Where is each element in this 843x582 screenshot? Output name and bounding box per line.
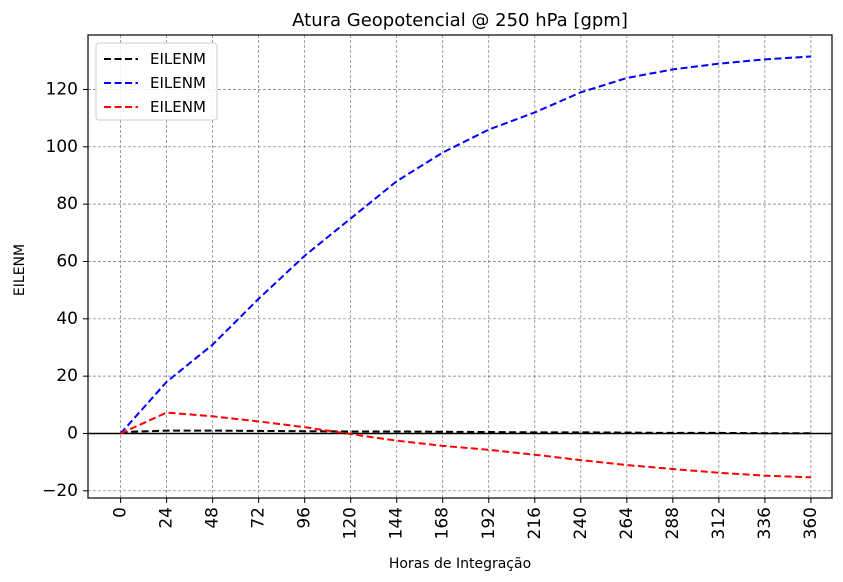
data-point: [304, 430, 306, 432]
data-point: [350, 433, 352, 435]
legend-label: EILENM: [150, 74, 206, 92]
y-tick-label: 20: [56, 366, 78, 386]
y-tick-label: 120: [46, 79, 78, 99]
data-point: [672, 68, 674, 70]
data-point: [488, 431, 490, 433]
data-point: [304, 426, 306, 428]
legend-label: EILENM: [150, 98, 206, 116]
series-layer: [119, 55, 812, 479]
x-tick-label: 360: [801, 507, 821, 539]
y-tick-label: 60: [56, 251, 78, 271]
x-tick-label: 240: [571, 507, 591, 539]
x-tick-label: 216: [525, 507, 545, 539]
data-point: [212, 344, 214, 346]
data-point: [212, 415, 214, 417]
x-tick-label: 168: [433, 507, 453, 539]
data-point: [396, 430, 398, 432]
data-point: [442, 431, 444, 433]
y-tick-label: 40: [56, 309, 78, 329]
y-tick-label: 0: [67, 423, 78, 443]
data-point: [304, 255, 306, 257]
data-point: [350, 217, 352, 219]
legend: EILENM EILENM EILENM: [95, 42, 218, 121]
data-point: [396, 440, 398, 442]
data-point: [258, 420, 260, 422]
x-tick-label: 0: [111, 507, 131, 518]
x-tick-label: 24: [157, 507, 177, 529]
x-tick-label: 336: [755, 507, 775, 539]
x-tick-label: 264: [617, 507, 637, 539]
legend-label: EILENM: [150, 50, 206, 68]
data-point: [764, 58, 766, 60]
data-point: [120, 432, 122, 434]
x-tick-label: 72: [249, 507, 269, 529]
x-tick-label: 120: [341, 507, 361, 539]
series-line-2: [120, 411, 811, 479]
y-tick-label: 80: [56, 194, 78, 214]
y-tick-label: −20: [42, 481, 78, 501]
y-tick-label: 100: [46, 137, 78, 157]
data-point: [258, 430, 260, 432]
data-point: [718, 432, 720, 434]
y-axis-label: EILENM: [12, 244, 28, 296]
data-point: [166, 430, 168, 432]
data-point: [580, 91, 582, 93]
x-tick-label: 288: [663, 507, 683, 539]
data-point: [580, 459, 582, 461]
data-point: [764, 475, 766, 477]
data-point: [534, 454, 536, 456]
data-point: [718, 472, 720, 474]
data-point: [626, 77, 628, 79]
x-tick-label: 144: [387, 507, 407, 539]
data-point: [442, 445, 444, 447]
data-point: [442, 152, 444, 154]
data-point: [810, 476, 812, 478]
series-line-1: [119, 55, 811, 435]
data-point: [810, 432, 812, 434]
data-point: [626, 464, 628, 466]
data-point: [764, 432, 766, 434]
chart-title: Atura Geopotencial @ 250 hPa [gpm]: [292, 10, 628, 31]
data-point: [718, 63, 720, 65]
data-point: [488, 449, 490, 451]
data-point: [626, 432, 628, 434]
data-point: [534, 431, 536, 433]
data-point: [350, 430, 352, 432]
legend-box: [95, 42, 218, 121]
data-point: [166, 412, 168, 414]
data-point: [396, 180, 398, 182]
x-tick-label: 96: [295, 507, 315, 529]
data-point: [810, 56, 812, 58]
x-tick-label: 192: [479, 507, 499, 539]
data-point: [580, 431, 582, 433]
tick-layer: 0 24 48 72 96 120 144 168 192 216 240 264 288 312 336 3…: [42, 79, 821, 539]
x-axis-label: Horas de Integração: [389, 556, 531, 572]
data-point: [212, 430, 214, 432]
data-point: [534, 111, 536, 113]
x-tick-label: 312: [709, 507, 729, 539]
x-tick-label: 48: [203, 507, 223, 529]
data-point: [258, 298, 260, 300]
data-point: [166, 381, 168, 383]
data-point: [488, 129, 490, 131]
data-point: [672, 432, 674, 434]
data-point: [672, 468, 674, 470]
plot-frame: [87, 34, 833, 499]
